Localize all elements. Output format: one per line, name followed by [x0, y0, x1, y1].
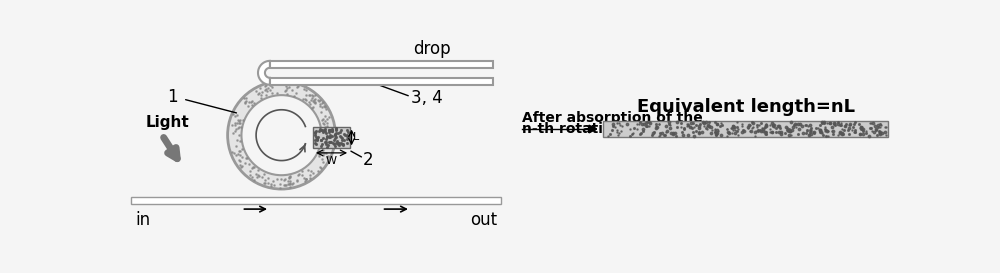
Text: L: L: [353, 132, 359, 143]
Text: 1: 1: [167, 88, 177, 106]
Text: out: out: [470, 211, 497, 229]
Text: 3, 4: 3, 4: [411, 89, 443, 107]
Circle shape: [241, 95, 322, 175]
Text: Equivalent length=nL: Equivalent length=nL: [637, 98, 855, 116]
Text: n-th rotation: n-th rotation: [522, 122, 622, 136]
Text: 2: 2: [362, 151, 373, 169]
Circle shape: [228, 81, 335, 189]
Text: After absorption of the: After absorption of the: [522, 111, 702, 125]
Polygon shape: [258, 61, 270, 85]
Text: drop: drop: [413, 40, 450, 58]
Bar: [131, 197, 501, 204]
Bar: [270, 61, 493, 68]
Bar: [603, 121, 888, 138]
Bar: [313, 127, 350, 148]
Text: Light: Light: [146, 115, 189, 130]
Bar: [270, 78, 493, 85]
Text: W: W: [326, 156, 337, 166]
Text: in: in: [135, 211, 150, 229]
